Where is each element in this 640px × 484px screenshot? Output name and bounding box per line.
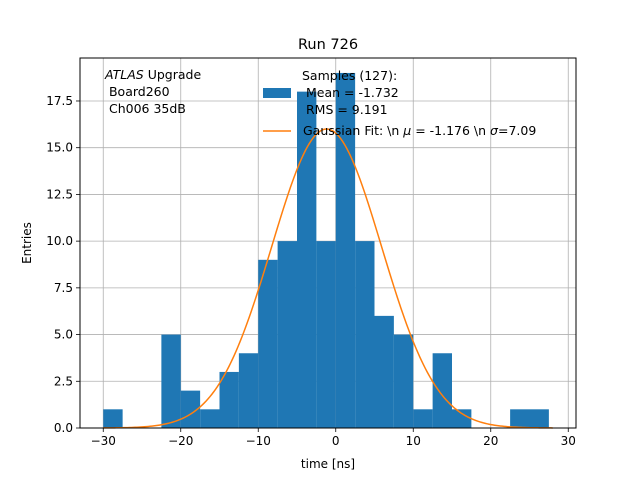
histogram-bar	[413, 409, 433, 428]
legend-histogram-swatch	[263, 88, 291, 98]
histogram-bar	[432, 353, 452, 428]
histogram-bar	[355, 241, 375, 428]
legend-fit-suffix: =7.09	[498, 123, 536, 138]
legend-fit-sigma: σ	[490, 123, 499, 138]
axes-frame	[79, 57, 577, 429]
y-tick-label: 5.0	[54, 328, 73, 342]
histogram-bar	[529, 409, 549, 428]
histogram-bar	[510, 409, 530, 428]
x-tick-label: −30	[91, 434, 116, 448]
x-tick-label: 0	[332, 434, 340, 448]
histogram-bars	[103, 72, 549, 429]
x-tick-label: −10	[246, 434, 271, 448]
annotation-line-1: ATLAS Upgrade	[104, 67, 201, 82]
fit-curve-path	[103, 128, 553, 429]
chart-title: Run 726	[298, 37, 358, 53]
x-tick-label: 30	[561, 434, 576, 448]
histogram-bar	[219, 371, 239, 428]
histogram-bar	[238, 353, 259, 428]
histogram-bar	[452, 409, 472, 428]
y-axis-label: Entries	[20, 222, 34, 264]
annotation-atlas: ATLAS	[104, 67, 144, 82]
legend-fit-mu: μ	[402, 123, 411, 138]
atlas-annotation: ATLAS Upgrade Board260 Ch006 35dB	[104, 67, 201, 116]
annotation-upgrade: Upgrade	[144, 67, 202, 82]
histogram-bar	[258, 259, 278, 428]
y-tick-label: 7.5	[54, 281, 73, 295]
histogram-bar	[277, 241, 297, 428]
histogram-bar	[316, 241, 336, 428]
histogram-bar	[161, 334, 181, 428]
y-tick-label: 2.5	[54, 374, 73, 388]
y-tick-label: 15.0	[46, 141, 73, 155]
x-axis-label: time [ns]	[301, 457, 355, 471]
legend-fit-prefix: Gaussian Fit: \n	[303, 123, 403, 138]
legend-histogram-line-2: Mean = -1.732	[302, 85, 399, 100]
annotation-line-2: Board260	[105, 84, 170, 99]
x-tick-label: −20	[168, 434, 193, 448]
legend-fit-label: Gaussian Fit: \n μ = -1.176 \n σ=7.09	[303, 123, 536, 138]
histogram-bar	[180, 390, 201, 428]
histogram-bar	[393, 334, 414, 428]
histogram-bar	[335, 72, 356, 428]
legend-histogram-line-1: Samples (127):	[302, 68, 397, 83]
x-axis-ticks: −30 −20 −10 0 10 20 30	[91, 428, 576, 448]
x-tick-label: 20	[483, 434, 498, 448]
y-tick-label: 10.0	[46, 234, 73, 248]
legend-fit-mid: = -1.176 \n	[411, 123, 490, 138]
legend: Samples (127): Mean = -1.732 RMS = 9.191…	[263, 68, 536, 138]
gaussian-fit-curve	[103, 128, 553, 429]
x-tick-label: 10	[406, 434, 421, 448]
legend-histogram-line-3: RMS = 9.191	[302, 102, 388, 117]
y-tick-label: 0.0	[54, 421, 73, 435]
histogram-bar	[374, 315, 394, 428]
annotation-line-3: Ch006 35dB	[105, 101, 186, 116]
y-tick-label: 12.5	[46, 187, 73, 201]
histogram-bar	[297, 91, 317, 429]
y-tick-label: 17.5	[46, 94, 73, 108]
histogram-bar	[103, 409, 123, 428]
histogram-bar	[200, 409, 220, 428]
y-axis-ticks: 0.0 2.5 5.0 7.5 10.0 12.5 15.0 17.5	[46, 94, 80, 435]
